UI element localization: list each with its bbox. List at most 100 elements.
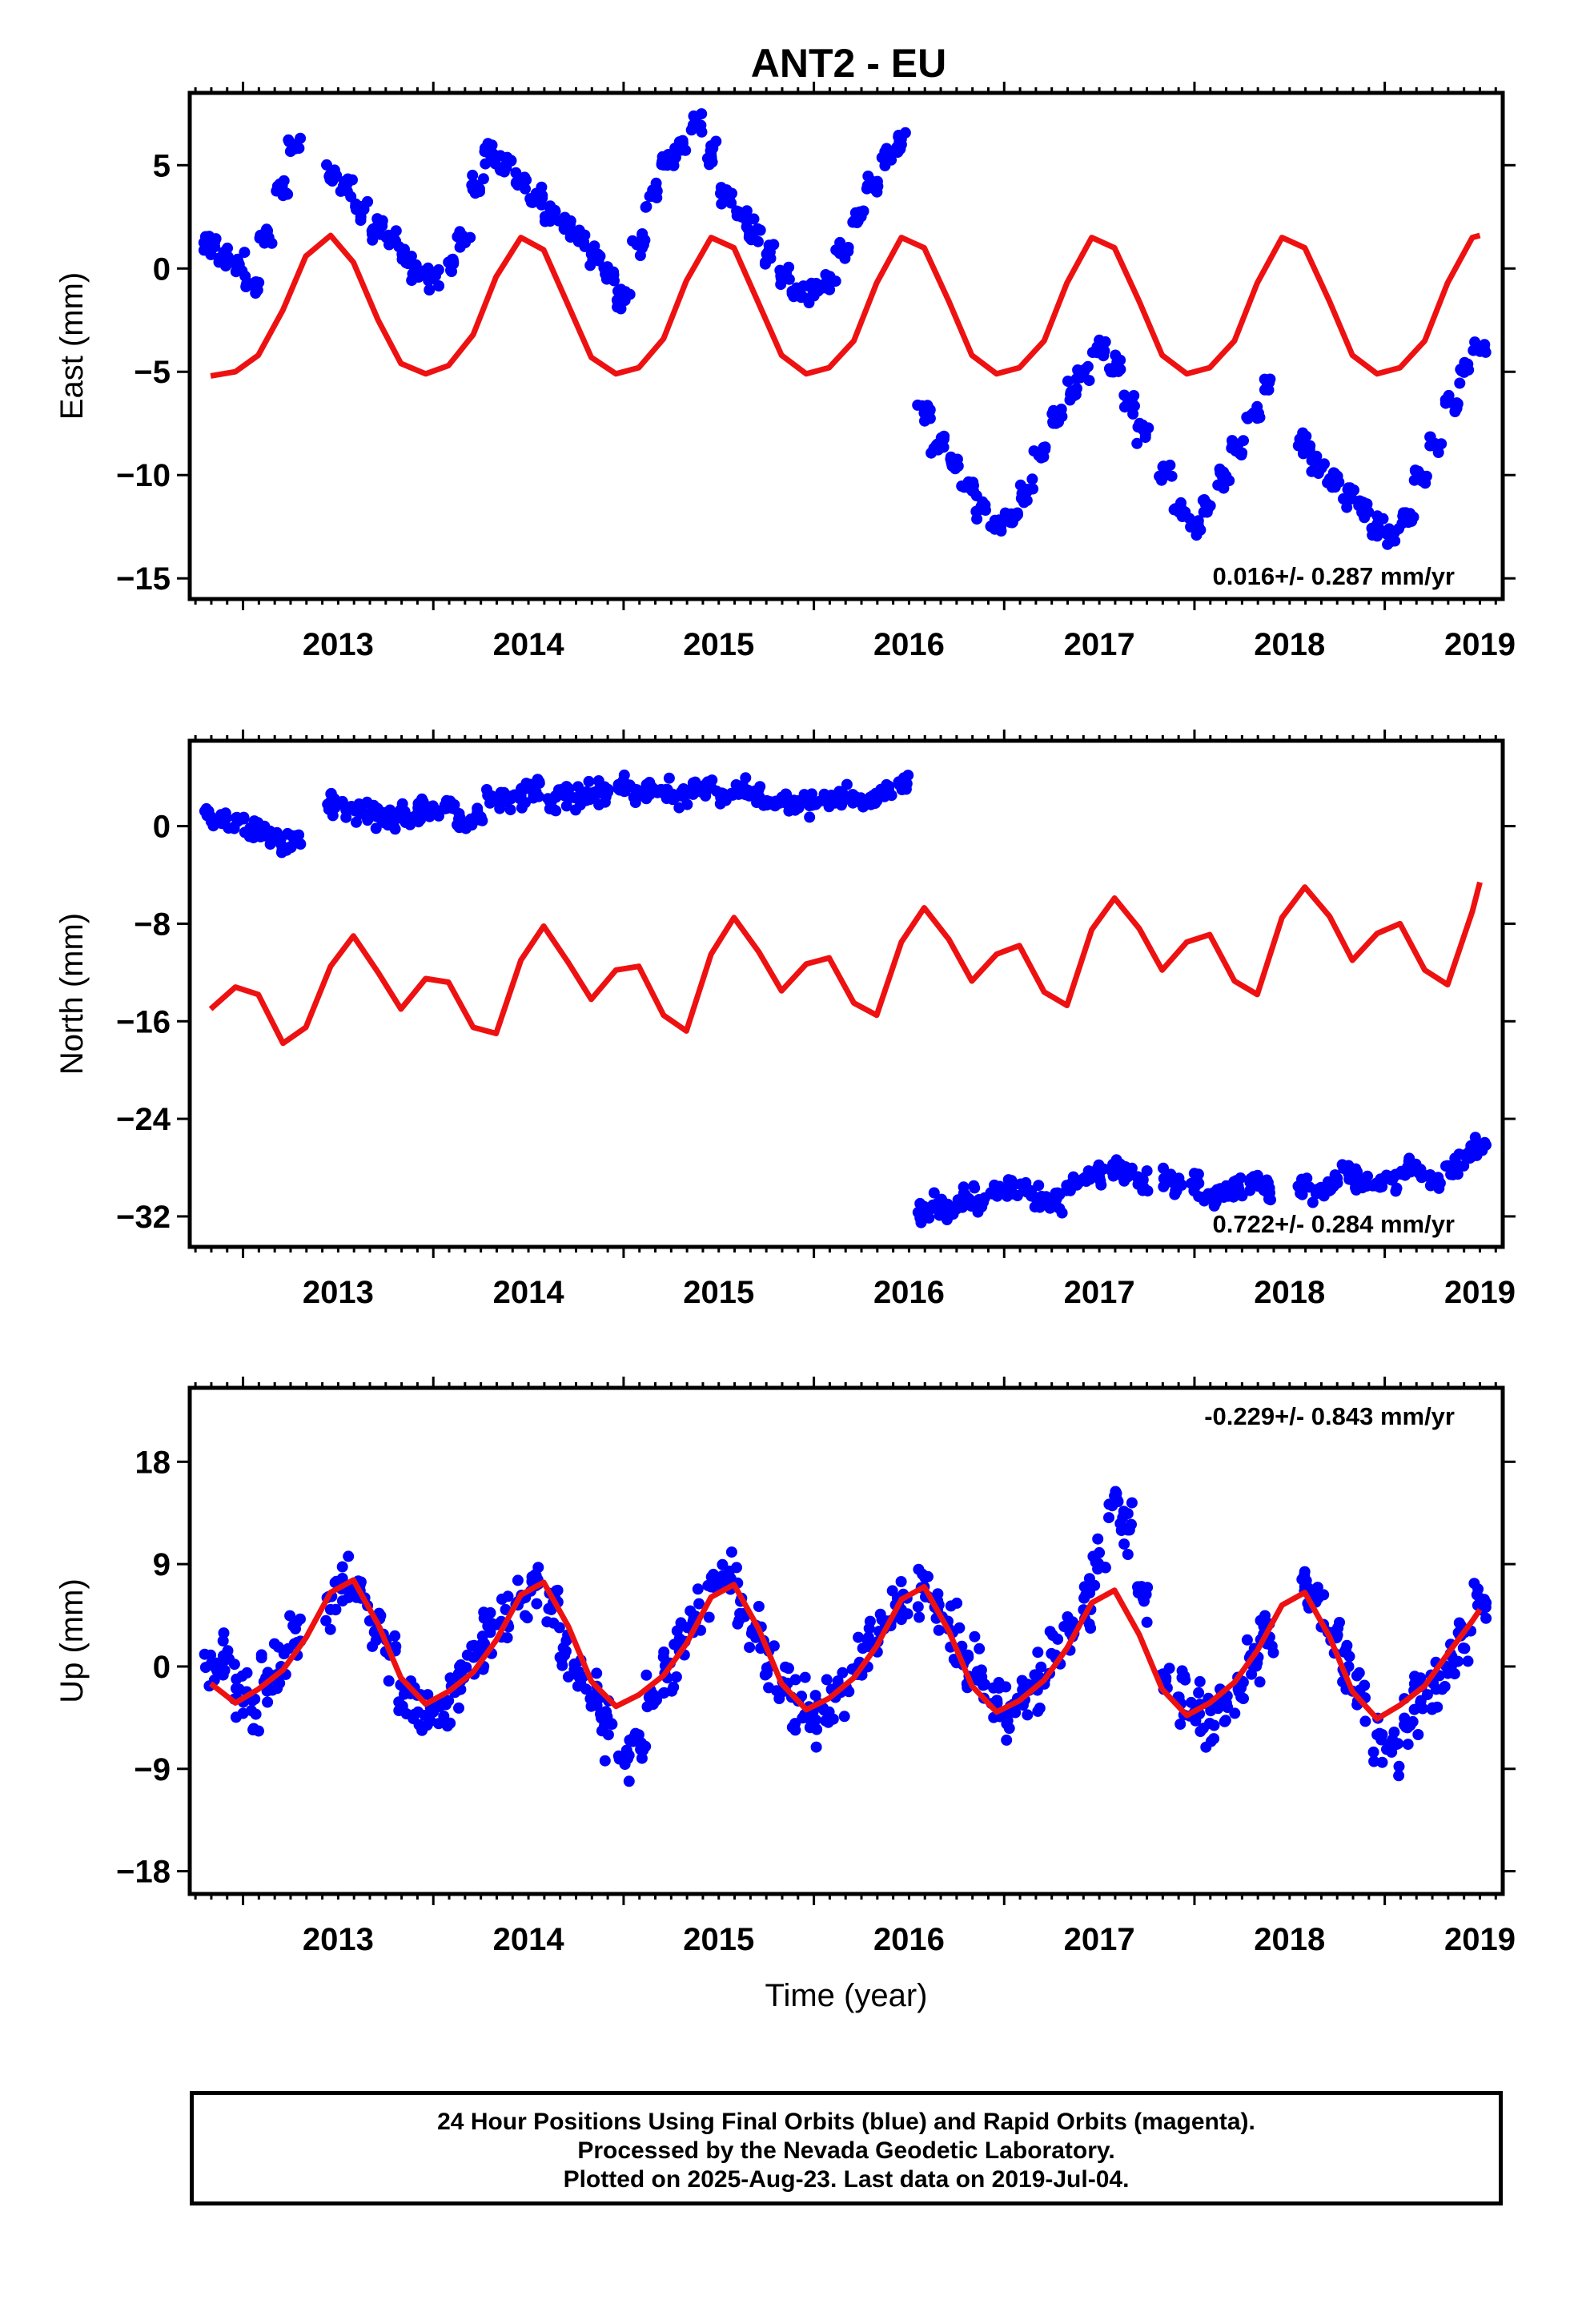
up-x-tick-label: 2016 <box>873 1922 945 1957</box>
up-data-point <box>1219 1715 1231 1727</box>
up-data-point <box>1462 1655 1474 1667</box>
up-data-point <box>231 1683 242 1695</box>
east-data-point <box>477 173 489 185</box>
up-data-point <box>520 1610 531 1622</box>
east-data-point <box>1201 506 1213 518</box>
east-data-point <box>422 262 434 274</box>
east-y-tick-label: −15 <box>116 561 171 597</box>
east-data-point <box>1062 376 1074 387</box>
east-x-tick-label: 2015 <box>683 627 754 662</box>
north-data-point <box>544 802 556 814</box>
east-data-point <box>1333 476 1345 488</box>
up-data-point <box>1417 1703 1428 1715</box>
east-data-point <box>636 228 648 239</box>
east-data-point <box>367 234 379 246</box>
footer-line-1: 24 Hour Positions Using Final Orbits (bl… <box>437 2109 1255 2135</box>
east-data-point <box>640 201 652 212</box>
up-x-tick-label: 2018 <box>1254 1922 1325 1957</box>
east-data-point <box>1026 473 1038 485</box>
east-data-point <box>912 399 924 411</box>
north-data-point <box>378 806 390 818</box>
up-data-point <box>512 1574 524 1586</box>
north-data-point <box>1447 1168 1459 1180</box>
north-data-point <box>914 1212 926 1224</box>
east-data-point <box>970 490 982 501</box>
up-data-point <box>1066 1616 1078 1628</box>
east-data-point <box>743 231 755 243</box>
east-data-point <box>1195 524 1207 536</box>
up-y-tick-label: 18 <box>135 1445 171 1480</box>
up-data-point <box>1141 1616 1153 1628</box>
east-data-point <box>1070 383 1082 395</box>
north-data-point <box>1019 1185 1031 1197</box>
east-data-point <box>615 303 627 315</box>
north-data-point <box>613 780 625 792</box>
east-data-point <box>1357 497 1369 509</box>
east-rate-label: 0.016+/- 0.287 mm/yr <box>1213 562 1455 590</box>
up-data-point <box>599 1755 611 1767</box>
north-data-point <box>370 822 382 834</box>
east-data-point <box>786 285 798 297</box>
east-data-point <box>479 143 491 155</box>
east-data-point <box>1154 470 1166 482</box>
east-data-point <box>1338 493 1349 505</box>
up-data-point <box>199 1648 211 1660</box>
east-data-point <box>467 169 479 181</box>
east-data-point <box>1054 407 1066 418</box>
up-data-point <box>1427 1702 1439 1714</box>
north-data-point <box>806 799 818 811</box>
up-data-point <box>1000 1681 1012 1693</box>
east-data-point <box>1112 365 1124 377</box>
east-data-point <box>1316 459 1328 471</box>
up-data-point <box>1311 1582 1323 1594</box>
up-data-point <box>789 1674 801 1686</box>
east-data-point <box>669 151 681 163</box>
up-data-point <box>933 1624 945 1636</box>
up-data-point <box>1035 1661 1047 1673</box>
up-data-point <box>283 1642 294 1655</box>
north-data-point <box>1442 1160 1454 1172</box>
up-data-point <box>250 1708 262 1720</box>
north-data-point <box>644 789 656 801</box>
north-data-point <box>781 789 793 800</box>
north-data-point <box>1033 1180 1045 1192</box>
east-data-point <box>519 171 531 183</box>
north-data-point <box>974 1195 986 1207</box>
up-data-point <box>336 1595 348 1607</box>
up-data-point <box>1246 1668 1258 1680</box>
up-data-point <box>753 1601 765 1612</box>
east-data-point <box>1235 449 1247 460</box>
east-data-point <box>765 252 777 264</box>
north-data-point <box>416 793 428 805</box>
north-data-point <box>532 790 544 802</box>
up-data-point <box>1421 1689 1433 1701</box>
north-data-point <box>883 780 895 792</box>
north-data-point <box>629 783 641 795</box>
east-data-point <box>716 198 728 210</box>
north-data-point <box>276 843 288 855</box>
east-data-point <box>775 270 787 282</box>
north-plot-area <box>199 769 1492 1228</box>
up-data-point <box>1126 1497 1138 1509</box>
up-data-point <box>1402 1739 1414 1751</box>
north-data-point <box>1469 1132 1481 1144</box>
up-data-point <box>1193 1687 1205 1699</box>
up-y-tick-label: −18 <box>116 1855 171 1890</box>
north-data-point <box>1299 1180 1311 1192</box>
north-data-point <box>1029 1201 1041 1213</box>
north-data-point <box>1307 1196 1319 1208</box>
up-y-tick-label: 9 <box>153 1547 171 1582</box>
up-data-point <box>1375 1734 1387 1746</box>
up-data-point <box>1022 1709 1034 1721</box>
east-data-point <box>295 132 307 144</box>
east-data-point <box>922 402 934 414</box>
up-data-point <box>1457 1642 1469 1654</box>
up-data-point <box>479 1638 491 1650</box>
up-data-point <box>1241 1634 1253 1646</box>
up-data-point <box>367 1640 379 1652</box>
up-data-point <box>648 1689 660 1701</box>
up-data-point <box>444 1717 456 1729</box>
up-data-point <box>217 1669 229 1681</box>
north-data-point <box>1171 1184 1183 1195</box>
east-data-point <box>1469 336 1481 348</box>
